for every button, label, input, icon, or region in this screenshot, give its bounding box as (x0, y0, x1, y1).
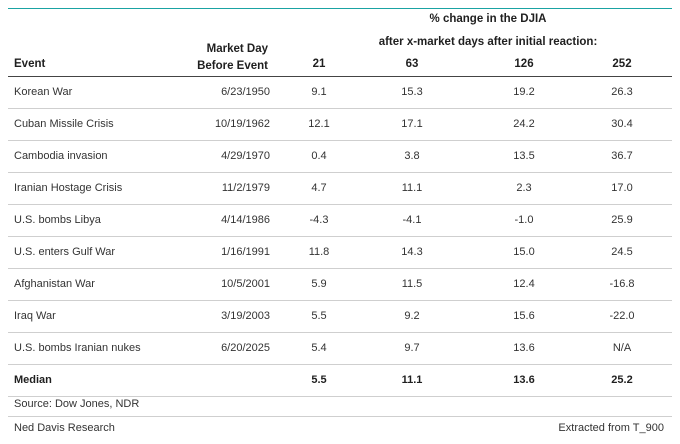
change-252: 24.5 (611, 246, 633, 258)
change-21: 9.1 (311, 86, 327, 98)
event-name: Cuban Missile Crisis (14, 118, 114, 130)
event-date: 10/5/2001 (221, 278, 270, 290)
market-day-header-line2: Before Event (197, 60, 268, 72)
market-day-header-line1: Market Day (206, 43, 268, 55)
median-21: 5.5 (311, 374, 327, 386)
change-252: 30.4 (611, 118, 633, 130)
change-126: -1.0 (514, 214, 534, 226)
change-63: 14.3 (401, 246, 423, 258)
event-date: 6/20/2025 (221, 342, 270, 354)
source-row: Source: Dow Jones, NDR (8, 392, 672, 417)
column-header-63: 63 (405, 58, 419, 70)
change-63: 9.2 (404, 310, 420, 322)
change-126: 13.5 (513, 150, 535, 162)
table-row: Cambodia invasion 4/29/1970 0.4 3.8 13.5… (8, 141, 672, 173)
change-21: 0.4 (311, 150, 327, 162)
event-name: Iranian Hostage Crisis (14, 182, 123, 194)
table-row: Iranian Hostage Crisis 11/2/1979 4.7 11.… (8, 173, 672, 205)
column-header-126: 126 (514, 58, 534, 70)
median-252: 25.2 (611, 374, 633, 386)
column-header-252: 252 (612, 58, 632, 70)
source-note: Source: Dow Jones, NDR (14, 398, 140, 410)
column-header-row: Event 21 63 126 252 (8, 58, 672, 76)
change-63: 17.1 (401, 118, 423, 130)
group-header-line2: after x-market days after initial reacti… (378, 36, 598, 48)
change-126: 2.3 (516, 182, 532, 194)
change-21: 5.5 (311, 310, 327, 322)
table-row: Iraq War 3/19/2003 5.5 9.2 15.6 -22.0 (8, 301, 672, 333)
median-63: 11.1 (401, 374, 423, 386)
change-63: 11.5 (401, 278, 423, 290)
median-126: 13.6 (513, 374, 535, 386)
table-row: U.S. bombs Iranian nukes 6/20/2025 5.4 9… (8, 333, 672, 365)
change-21: 5.4 (311, 342, 327, 354)
change-21: -4.3 (309, 214, 329, 226)
table-row: Afghanistan War 10/5/2001 5.9 11.5 12.4 … (8, 269, 672, 301)
change-63: 15.3 (401, 86, 423, 98)
change-252: -22.0 (609, 310, 635, 322)
change-252: N/A (612, 342, 632, 354)
publisher-credit: Ned Davis Research (14, 422, 115, 434)
extracted-note: Extracted from T_900 (558, 422, 664, 434)
change-126: 15.6 (513, 310, 535, 322)
column-header-21: 21 (312, 58, 326, 70)
event-date: 11/2/1979 (221, 182, 270, 194)
change-21: 5.9 (311, 278, 327, 290)
group-header-line1: % change in the DJIA (429, 13, 547, 25)
table-row: Korean War 6/23/1950 9.1 15.3 19.2 26.3 (8, 77, 672, 109)
event-name: U.S. enters Gulf War (14, 246, 116, 258)
header-rule (8, 76, 672, 77)
event-date: 10/19/1962 (214, 118, 270, 130)
credit-row: Ned Davis Research Extracted from T_900 (8, 416, 672, 440)
event-date: 3/19/2003 (221, 310, 270, 322)
table-row: U.S. enters Gulf War 1/16/1991 11.8 14.3… (8, 237, 672, 269)
event-name: U.S. bombs Iranian nukes (14, 342, 141, 354)
event-date: 6/23/1950 (221, 86, 270, 98)
event-date: 4/29/1970 (221, 150, 270, 162)
top-accent-line (8, 8, 672, 9)
change-21: 11.8 (308, 246, 330, 258)
event-date: 1/16/1991 (221, 246, 270, 258)
change-126: 19.2 (513, 86, 535, 98)
event-name: Afghanistan War (14, 278, 95, 290)
median-label: Median (14, 374, 52, 386)
event-name: U.S. bombs Libya (14, 214, 101, 226)
change-126: 13.6 (513, 342, 535, 354)
median-row: Median 5.5 11.1 13.6 25.2 (8, 365, 672, 397)
change-63: 11.1 (401, 182, 423, 194)
change-252: 17.0 (611, 182, 633, 194)
change-252: 26.3 (611, 86, 633, 98)
change-126: 12.4 (513, 278, 535, 290)
event-name: Korean War (14, 86, 73, 98)
change-63: -4.1 (402, 214, 422, 226)
change-252: 36.7 (611, 150, 633, 162)
change-21: 4.7 (311, 182, 327, 194)
change-126: 24.2 (513, 118, 535, 130)
change-252: -16.8 (609, 278, 635, 290)
change-126: 15.0 (513, 246, 535, 258)
change-21: 12.1 (308, 118, 330, 130)
market-day-header: Market Day Before Event (197, 41, 268, 75)
table-row: Cuban Missile Crisis 10/19/1962 12.1 17.… (8, 109, 672, 141)
change-63: 9.7 (404, 342, 420, 354)
event-date: 4/14/1986 (221, 214, 270, 226)
change-252: 25.9 (611, 214, 633, 226)
event-name: Iraq War (14, 310, 56, 322)
column-header-event: Event (14, 58, 46, 70)
event-name: Cambodia invasion (14, 150, 108, 162)
change-63: 3.8 (404, 150, 420, 162)
table-row: U.S. bombs Libya 4/14/1986 -4.3 -4.1 -1.… (8, 205, 672, 237)
